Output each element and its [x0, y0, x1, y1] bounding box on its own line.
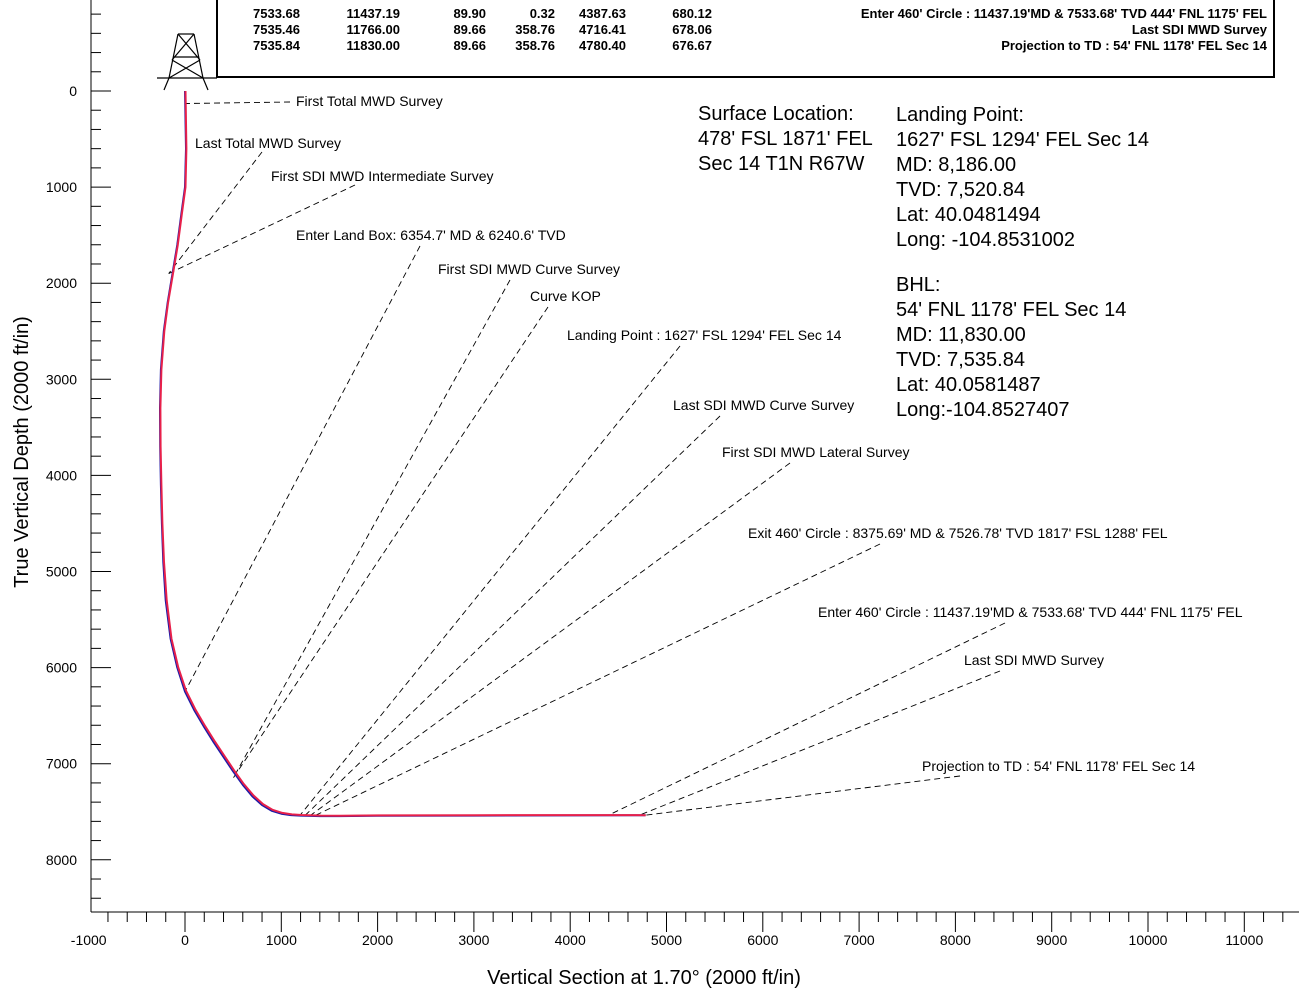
survey-cell: 7533.68: [253, 6, 300, 21]
survey-cell: 11766.00: [346, 22, 400, 37]
survey-table: 7533.68 11437.19 89.90 0.32 4387.63 680.12 Ent…: [216, 0, 1275, 78]
well-info-block: Landing Point: 1627' FSL 1294' FEL Sec 1…: [888, 100, 1178, 421]
x-tick-label: 3000: [458, 932, 489, 948]
landing-point-tvd: TVD: 7,520.84: [896, 179, 1025, 201]
survey-table-rows: 7533.68 11437.19 89.90 0.32 4387.63 680.12 Ent…: [253, 6, 1268, 53]
y-tick-label: 2000: [46, 275, 77, 291]
annotation-leader-line: [300, 345, 681, 815]
annotation-label: Enter 460' Circle : 11437.19'MD & 7533.6…: [818, 604, 1243, 620]
survey-cell: 4780.40: [579, 38, 626, 53]
x-tick-label: 4000: [555, 932, 586, 948]
annotation-label: Enter Land Box: 6354.7' MD & 6240.6' TVD: [296, 227, 566, 243]
x-tick-label: 1000: [266, 932, 297, 948]
survey-cell: 89.66: [453, 38, 486, 53]
x-tick-label: 9000: [1036, 932, 1067, 948]
trajectory-series: [159, 90, 646, 818]
bhl-location: 54' FNL 1178' FEL Sec 14: [896, 299, 1126, 321]
axes: 0 1000 2000 3000 4000 5000 6000 7000 8000 -1000 0 1…: [46, 0, 1299, 948]
survey-cell: 89.90: [453, 6, 486, 21]
annotation-leader-line: [645, 775, 961, 816]
survey-cell: 358.76: [515, 22, 555, 37]
annotation-label: First SDI MWD Lateral Survey: [722, 444, 909, 460]
x-tick-label: 6000: [747, 932, 778, 948]
landing-point-title: Landing Point:: [896, 104, 1024, 126]
y-tick-label: 3000: [46, 371, 77, 387]
x-tick-label: 10000: [1129, 932, 1168, 948]
x-tick-label: 0: [181, 932, 189, 948]
survey-cell: 678.06: [672, 22, 712, 37]
survey-cell: 11830.00: [346, 38, 400, 53]
x-tick-label: 5000: [651, 932, 682, 948]
x-tick-label: -1000: [71, 932, 107, 948]
y-tick-label: 1000: [46, 179, 77, 195]
y-tick-label: 6000: [46, 660, 77, 676]
annotation-leader-line: [232, 306, 549, 779]
survey-cell: 0.32: [530, 6, 555, 21]
bhl-tvd: TVD: 7,535.84: [896, 349, 1025, 371]
annotation-leader-line: [314, 543, 881, 816]
annotation-leader-line: [186, 101, 291, 104]
surface-location-block: Surface Location: 478' FSL 1871' FEL Sec…: [698, 103, 873, 175]
y-tick-label: 4000: [46, 467, 77, 483]
annotation-leader-line: [232, 279, 511, 779]
survey-cell: 11437.19: [346, 6, 400, 21]
bhl-md: MD: 11,830.00: [896, 324, 1026, 346]
bhl-lat: Lat: 40.0581487: [896, 374, 1041, 396]
survey-comment: Projection to TD : 54' FNL 1178' FEL Sec…: [1001, 38, 1268, 53]
y-tick-label: 5000: [46, 564, 77, 580]
x-tick-label: 8000: [940, 932, 971, 948]
annotation-label: Projection to TD : 54' FNL 1178' FEL Sec…: [922, 758, 1195, 774]
annotation-label: Curve KOP: [530, 288, 601, 304]
annotation-label: Last SDI MWD Survey: [964, 652, 1104, 668]
annotation-leader-line: [168, 151, 263, 274]
surface-location-line1: 478' FSL 1871' FEL: [698, 128, 873, 150]
surface-location-title: Surface Location:: [698, 103, 854, 125]
bhl-title: BHL:: [896, 274, 940, 296]
annotation-leader-line: [305, 415, 721, 816]
annotation-label: Last Total MWD Survey: [195, 135, 341, 151]
survey-cell: 4716.41: [579, 22, 626, 37]
survey-cell: 358.76: [515, 38, 555, 53]
y-tick-label: 8000: [46, 852, 77, 868]
annotations: First Total MWD Survey Last Total MWD Sur…: [168, 93, 1243, 816]
survey-cell: 4387.63: [579, 6, 626, 21]
bhl-long: Long:-104.8527407: [896, 399, 1070, 421]
y-tick-label: 0: [69, 83, 77, 99]
landing-point-md: MD: 8,186.00: [896, 154, 1016, 176]
well-info-background: [888, 100, 1178, 420]
survey-table-frame: [216, 0, 1275, 78]
annotation-label: First Total MWD Survey: [296, 93, 443, 109]
x-axis-title: Vertical Section at 1.70° (2000 ft/in): [487, 967, 801, 989]
annotation-label: Last SDI MWD Curve Survey: [673, 397, 854, 413]
landing-point-lat: Lat: 40.0481494: [896, 204, 1041, 226]
landing-point-location: 1627' FSL 1294' FEL Sec 14: [896, 129, 1149, 151]
drilling-rig-icon: [157, 33, 217, 91]
survey-cell: 680.12: [672, 6, 712, 21]
annotation-leader-line: [639, 670, 1001, 816]
annotation-label: Exit 460' Circle : 8375.69' MD & 7526.78…: [748, 525, 1168, 541]
annotation-label: Landing Point : 1627' FSL 1294' FEL Sec …: [567, 327, 842, 343]
annotation-label: First SDI MWD Intermediate Survey: [271, 168, 494, 184]
survey-cell: 89.66: [453, 22, 486, 37]
trajectory-line-2: [159, 90, 646, 817]
annotation-label: First SDI MWD Curve Survey: [438, 261, 620, 277]
survey-cell: 7535.46: [253, 22, 300, 37]
y-axis-title: True Vertical Depth (2000 ft/in): [11, 316, 33, 588]
annotation-leader-line: [608, 622, 1006, 816]
survey-comment: Enter 460' Circle : 11437.19'MD & 7533.6…: [861, 6, 1267, 21]
landing-point-long: Long: -104.8531002: [896, 229, 1075, 251]
x-tick-label: 2000: [362, 932, 393, 948]
annotation-leader-line: [168, 184, 356, 274]
survey-cell: 7535.84: [253, 38, 301, 53]
y-tick-label: 7000: [46, 756, 77, 772]
survey-comment: Last SDI MWD Survey: [1132, 22, 1268, 37]
survey-cell: 676.67: [672, 38, 712, 53]
x-tick-label: 7000: [844, 932, 875, 948]
surface-location-line2: Sec 14 T1N R67W: [698, 153, 864, 175]
annotation-leader-line: [184, 245, 421, 692]
x-tick-label: 11000: [1225, 932, 1263, 948]
